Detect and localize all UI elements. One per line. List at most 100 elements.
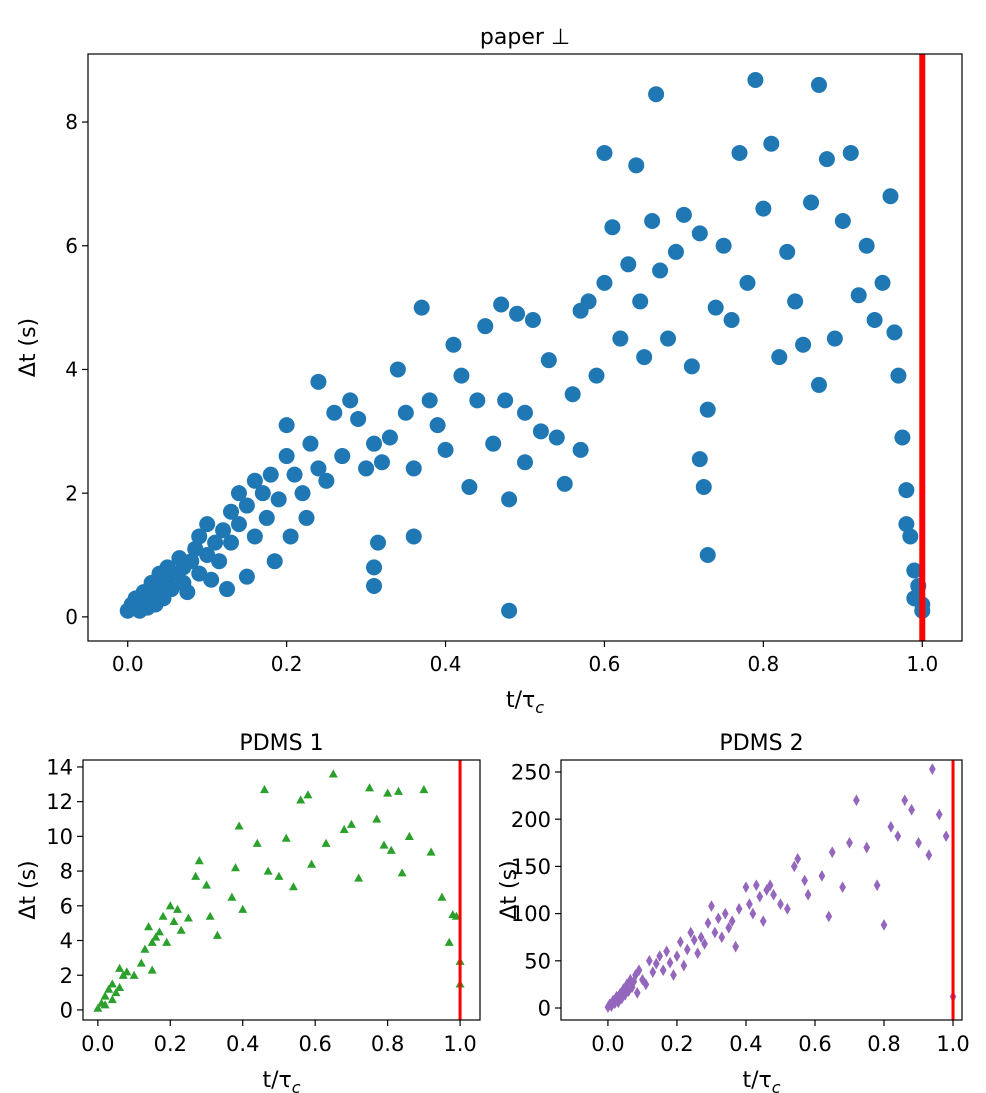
- point: [771, 349, 788, 366]
- point: [580, 293, 597, 310]
- point: [366, 559, 383, 576]
- point: [666, 956, 674, 969]
- point: [942, 830, 950, 843]
- x-tick-label: 0.6: [298, 1032, 331, 1056]
- point: [732, 940, 739, 953]
- y-tick-label: 4: [65, 358, 78, 382]
- y-tick-label: 250: [511, 761, 551, 785]
- point: [342, 392, 359, 409]
- point: [254, 485, 271, 502]
- point: [278, 417, 295, 434]
- point: [111, 988, 121, 997]
- y-tick-label: 0: [60, 998, 73, 1022]
- point: [742, 881, 750, 894]
- point: [246, 472, 263, 489]
- y-tick-label: 12: [46, 790, 73, 814]
- point: [735, 903, 743, 915]
- point: [205, 911, 215, 920]
- point: [397, 404, 414, 421]
- y-tick-label: 8: [60, 860, 73, 884]
- point: [691, 225, 708, 242]
- point: [372, 814, 382, 823]
- point: [104, 984, 114, 993]
- x-axis-label: t/τc: [262, 1068, 300, 1093]
- x-axis-label-sub: c: [535, 698, 544, 717]
- point: [413, 299, 430, 316]
- x-tick-label: 0.4: [226, 1032, 259, 1056]
- point: [747, 71, 764, 88]
- x-axis-label-sub: c: [772, 1078, 781, 1093]
- point: [176, 925, 186, 934]
- point: [728, 915, 736, 928]
- x-axis-label-sub: c: [292, 1078, 301, 1093]
- point: [810, 376, 827, 393]
- point: [202, 880, 212, 889]
- point: [173, 904, 183, 913]
- point: [697, 931, 705, 944]
- point: [215, 522, 232, 539]
- point: [714, 912, 722, 925]
- point: [339, 824, 349, 834]
- point: [715, 237, 732, 254]
- x-axis-label: t/τc: [506, 688, 544, 717]
- point: [804, 888, 812, 901]
- point: [517, 404, 533, 421]
- point: [100, 991, 110, 1000]
- point: [680, 959, 688, 972]
- point: [677, 936, 684, 948]
- point: [898, 516, 915, 533]
- point: [497, 392, 514, 409]
- point: [731, 144, 748, 161]
- point: [207, 534, 224, 551]
- point: [901, 794, 909, 807]
- point: [238, 497, 255, 514]
- point: [935, 808, 943, 821]
- point: [779, 243, 796, 260]
- chart-title: paper ⊥: [480, 25, 570, 50]
- point: [389, 361, 406, 378]
- point: [564, 386, 581, 403]
- point: [675, 206, 692, 223]
- point: [294, 485, 311, 502]
- point: [259, 785, 269, 794]
- point: [199, 547, 216, 564]
- point: [628, 157, 645, 174]
- point: [810, 76, 827, 93]
- point: [469, 392, 486, 409]
- y-tick-label: 100: [511, 902, 551, 926]
- point: [303, 790, 313, 799]
- point: [354, 873, 364, 882]
- point: [266, 553, 283, 570]
- point: [660, 330, 677, 347]
- point: [746, 898, 753, 911]
- point: [572, 441, 589, 458]
- point: [318, 472, 335, 489]
- point: [721, 907, 729, 920]
- point: [866, 311, 883, 328]
- point: [873, 879, 881, 892]
- y-tick-label: 6: [65, 234, 78, 258]
- y-tick-label: 200: [511, 808, 551, 832]
- y-axis-label: Δt (s): [16, 860, 41, 919]
- point: [366, 577, 383, 594]
- point: [183, 553, 200, 570]
- point: [381, 429, 398, 446]
- point: [230, 516, 247, 533]
- point: [162, 937, 172, 946]
- point: [326, 404, 343, 421]
- point: [405, 460, 422, 477]
- point: [282, 528, 299, 545]
- point: [711, 926, 719, 939]
- point: [770, 888, 777, 901]
- point: [858, 237, 875, 254]
- point: [632, 969, 639, 981]
- point: [501, 491, 518, 508]
- point: [699, 547, 716, 564]
- point: [429, 417, 446, 434]
- point: [784, 903, 791, 915]
- y-tick-label: 8: [65, 110, 78, 134]
- point: [310, 460, 327, 477]
- point: [477, 318, 494, 335]
- point: [749, 907, 757, 920]
